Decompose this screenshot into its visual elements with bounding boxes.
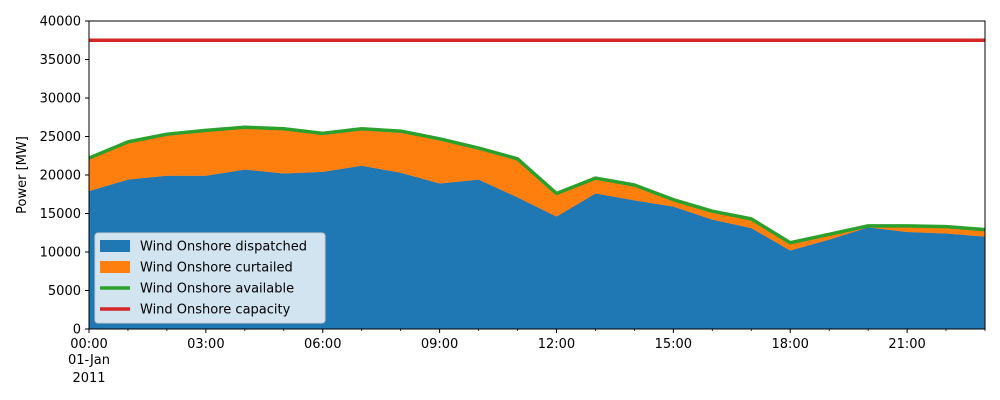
y-tick-label: 40000	[40, 15, 81, 30]
y-tick-label: 35000	[40, 53, 81, 68]
x-tick-label: 03:00	[187, 337, 224, 352]
legend-label: Wind Onshore dispatched	[140, 240, 307, 255]
y-tick-label: 10000	[40, 246, 81, 261]
y-tick-label: 30000	[40, 92, 81, 107]
axes: 0 5000 10000 15000 20000 25000 30000 35000 40000…	[15, 15, 986, 386]
x-tick-label: 21:00	[888, 337, 925, 352]
y-tick-label: 5000	[48, 284, 81, 299]
legend-box	[94, 232, 326, 324]
legend-label: Wind Onshore available	[140, 282, 294, 297]
y-tick-label: 0	[73, 323, 81, 338]
legend-label: Wind Onshore capacity	[140, 303, 291, 318]
area-wind-onshore-curtailed	[89, 127, 985, 251]
x-tick-label: 09:00	[421, 337, 458, 352]
y-tick-label: 20000	[40, 169, 81, 184]
y-tick-label: 25000	[40, 130, 81, 145]
x-tick-label: 18:00	[771, 337, 808, 352]
x-tick-label: 15:00	[655, 337, 692, 352]
y-axis-label: Power [MW]	[15, 136, 30, 214]
x-tick-label: 00:00	[70, 337, 107, 352]
legend: Wind Onshore dispatched Wind Onshore curt…	[94, 232, 326, 324]
legend-label: Wind Onshore curtailed	[140, 261, 293, 276]
x-tick-year-label: 2011	[72, 371, 105, 386]
x-tick-label: 12:00	[538, 337, 575, 352]
legend-swatch	[100, 261, 130, 273]
y-tick-label: 15000	[40, 207, 81, 222]
x-tick-label: 06:00	[304, 337, 341, 352]
legend-swatch	[100, 240, 130, 252]
x-tick-date-label: 01-Jan	[68, 353, 110, 368]
line-wind-onshore-available	[88, 125, 986, 245]
